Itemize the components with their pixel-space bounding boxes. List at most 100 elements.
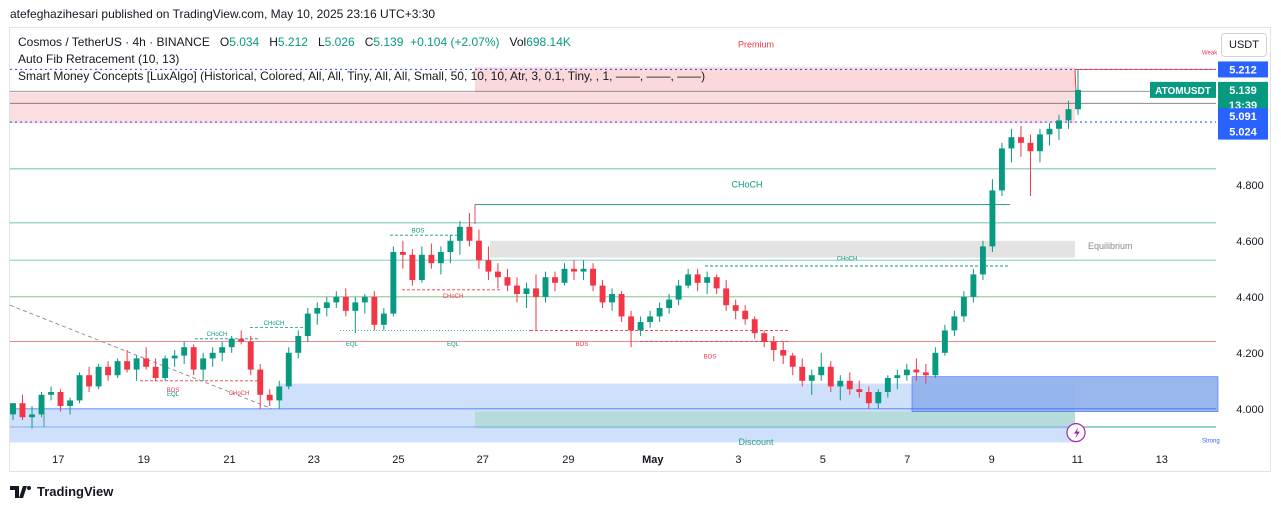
bos-label-up: BOS [412,228,425,234]
candle-body [846,380,853,390]
candle-body [618,294,625,317]
candle-body [456,226,463,241]
candle-body [437,252,444,264]
open-value: 5.034 [229,35,260,49]
candle-body [295,336,302,353]
symbol-legend[interactable]: Cosmos / TetherUS · 4h · BINANCE O5.034 … [18,35,571,49]
discount-label: Discount [738,437,774,447]
candle-body [552,277,558,283]
x-tick-label: 17 [52,454,64,466]
candle-body [475,240,482,261]
candle-body [637,322,644,331]
candle-body [1037,134,1043,152]
candle-body [352,302,359,311]
candle-body [95,366,102,387]
candle-body [628,316,635,331]
candle-body [171,355,178,359]
candle-body [808,375,815,381]
candle-body [818,366,825,376]
publisher-line: atefeghazihesari published on TradingVie… [10,7,436,21]
candle-body [799,366,806,381]
candle-body [533,288,539,297]
premium-zone [475,67,1075,93]
candle-body [561,268,568,283]
candle-body [314,308,321,314]
low-value: 5.026 [324,35,355,49]
tradingview-logo[interactable]: TradingView [10,484,113,499]
x-tick-label: 13 [1156,454,1168,466]
indicator-fib[interactable]: Auto Fib Retracement (10, 13) [18,52,180,66]
y-tick-label: 4.800 [1236,180,1264,192]
candle-body [1017,137,1024,143]
change-value: +0.104 (+2.07%) [410,35,500,49]
brand-label: TradingView [37,484,114,499]
x-tick-label: 21 [223,454,235,466]
candle-body [209,352,216,359]
currency-button[interactable]: USDT [1221,33,1267,57]
candle-body [932,352,939,376]
price-label-box [1218,81,1268,98]
candle-body [143,358,150,367]
candle-body [542,277,549,297]
candle-body [485,260,492,272]
close-value: 5.139 [373,35,404,49]
candle-body [418,254,425,280]
candle-body [1027,142,1034,152]
candle-body [989,190,996,247]
candle-body [361,296,368,303]
candle-body [704,277,711,283]
candle-body [742,310,749,320]
lightning-icon [1074,427,1080,439]
candle-body [162,358,169,378]
candle-body [428,254,435,264]
candle-body [789,355,796,367]
premium-zone-band [10,92,1075,124]
strong-low-label: Strong [1202,438,1220,444]
x-tick-label: 23 [308,454,320,466]
candle-body [913,369,920,373]
candle-body [713,277,720,289]
candle-body [219,347,226,353]
candle-body [894,375,901,378]
choch-label-down: CHoCH [443,294,464,300]
candle-body [495,271,501,278]
candle-body [276,386,283,401]
price-label-box [1218,61,1268,78]
candle-body [1008,137,1015,149]
premium-label: Premium [738,40,774,50]
candle-body [599,285,606,303]
candle-body [105,366,112,376]
x-tick-label: 9 [989,454,995,466]
price-label-box [1218,108,1268,125]
candle-body [770,341,777,350]
x-tick-label: 27 [477,454,489,466]
bos-label-2: BOS [704,354,717,360]
eql-label-2: EQL [447,342,460,348]
price-label-text: 5.139 [1229,85,1257,97]
candle-body [67,400,74,406]
x-tick-label: 29 [562,454,574,466]
candle-body [884,378,891,392]
symbol-description[interactable]: Cosmos / TetherUS · 4h · BINANCE [18,35,210,49]
candlestick-chart[interactable]: Premium Equilibrium Discount CHoCH CHoCH CHoC… [10,28,1270,471]
equilibrium-zone [490,240,1075,258]
candle-body [29,414,35,418]
candle-body [694,274,701,283]
indicator-smc[interactable]: Smart Money Concepts [LuxAlgo] (Historic… [18,69,706,83]
candle-body [523,288,530,294]
candle-body [656,308,663,317]
candle-body [323,302,330,308]
high-label: H [269,35,278,49]
equilibrium-label: Equilibrium [1088,241,1133,251]
symbol-tag-text: ATOMUSDT [1155,86,1211,97]
x-tick-label: 25 [392,454,404,466]
candle-body [285,352,292,387]
candle-body [57,392,64,406]
candle-body [723,288,730,306]
candle-body [304,313,311,336]
candle-body [998,148,1005,191]
candle-body [979,246,986,275]
choch-label-up-2: CHoCH [264,321,285,327]
candle-body [114,361,121,376]
candle-body [732,305,739,311]
